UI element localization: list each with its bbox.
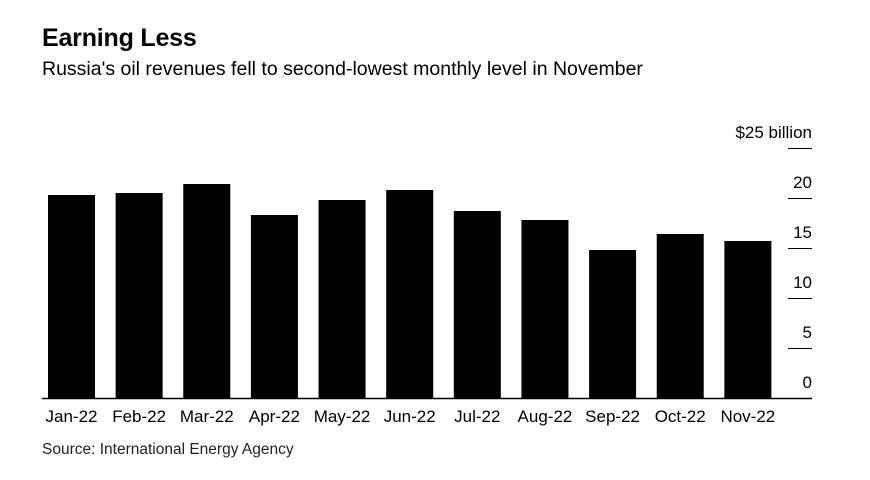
x-tick-label: Apr-22 <box>249 407 300 426</box>
bars-group <box>48 184 772 398</box>
x-tick-label: Aug-22 <box>518 407 573 426</box>
bar-may-22 <box>318 200 366 398</box>
bar-mar-22 <box>183 184 231 398</box>
y-tick-label: 0 <box>803 373 812 392</box>
bar-apr-22 <box>250 215 298 398</box>
x-tick-label: Jan-22 <box>46 407 98 426</box>
bar-aug-22 <box>521 220 569 398</box>
x-tick-label: Jun-22 <box>384 407 436 426</box>
x-tick-label: Feb-22 <box>112 407 166 426</box>
x-tick-label: May-22 <box>314 407 371 426</box>
bar-oct-22 <box>656 234 704 398</box>
x-tick-label: Jul-22 <box>454 407 500 426</box>
x-tick-label: Oct-22 <box>655 407 706 426</box>
bar-jan-22 <box>48 195 95 398</box>
y-tick-label: 10 <box>793 273 812 292</box>
bar-jul-22 <box>453 211 501 398</box>
x-axis: Jan-22 Feb-22 Mar-22 Apr-22 May-22 Jun-22 Jul-… <box>42 397 812 426</box>
x-tick-label: Sep-22 <box>585 407 640 426</box>
x-tick-label: Mar-22 <box>180 407 234 426</box>
y-tick-label: 15 <box>793 223 812 242</box>
bar-feb-22 <box>115 193 163 398</box>
y-tick-label: 20 <box>793 173 812 192</box>
bar-nov-22 <box>724 241 772 398</box>
chart-title: Earning Less <box>42 24 197 52</box>
y-tick-label: $25 billion <box>735 123 812 142</box>
source-note: Source: International Energy Agency <box>42 441 294 458</box>
y-axis: 0 5 10 15 20 $25 billion <box>735 123 812 392</box>
chart-subtitle: Russia's oil revenues fell to second-low… <box>42 58 643 80</box>
x-tick-label: Nov-22 <box>720 407 775 426</box>
bar-jun-22 <box>386 190 434 398</box>
y-tick-label: 5 <box>803 323 812 342</box>
bar-sep-22 <box>589 250 637 398</box>
